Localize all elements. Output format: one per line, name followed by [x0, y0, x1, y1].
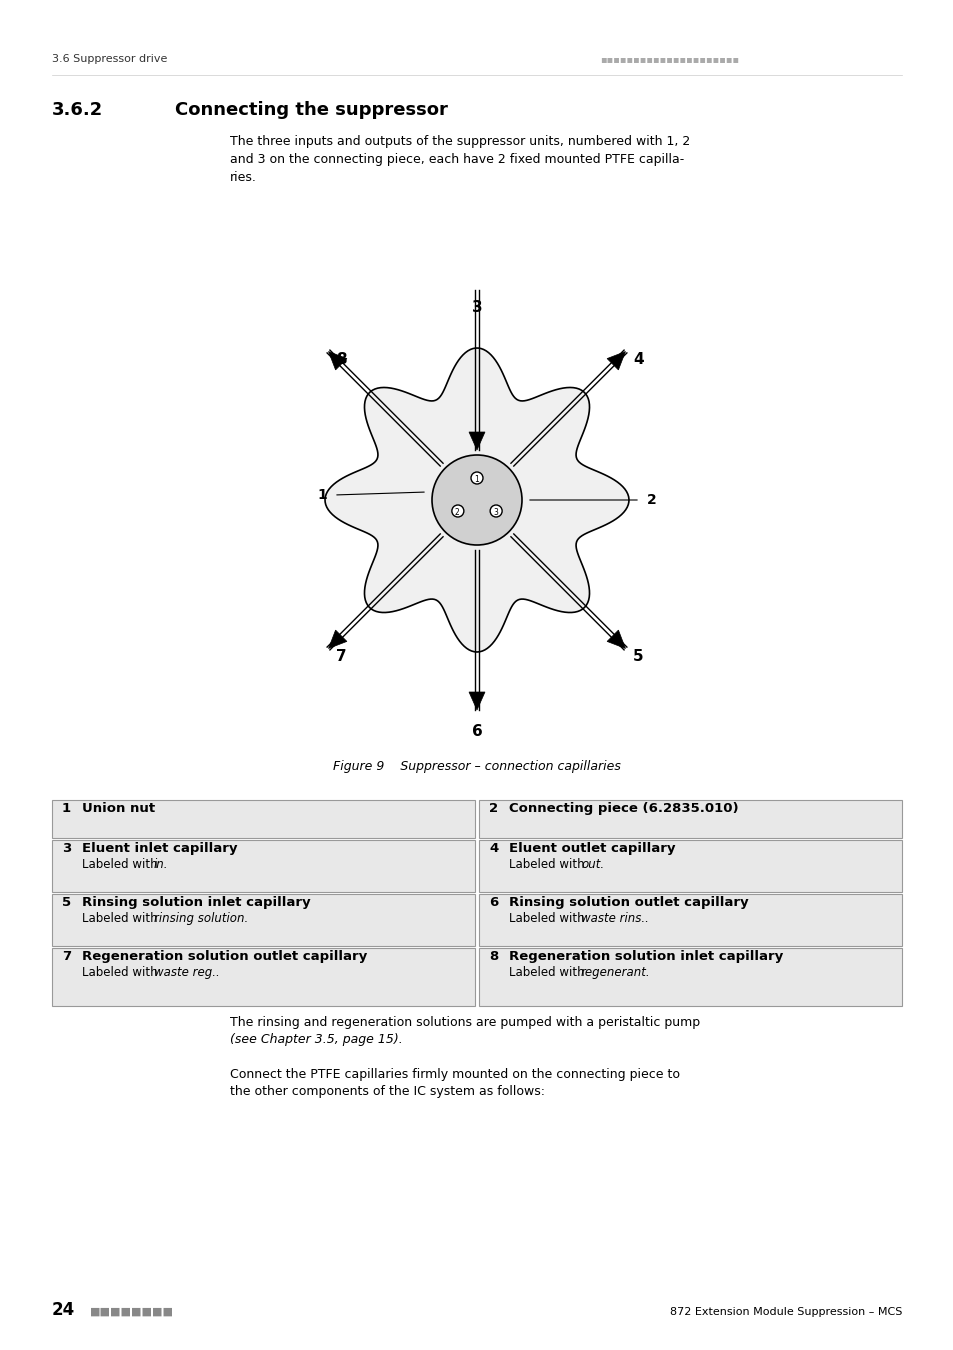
Text: 8: 8 [489, 950, 497, 963]
Text: 2: 2 [489, 802, 497, 815]
Polygon shape [325, 348, 628, 652]
Text: ▪▪▪▪▪▪▪▪▪▪▪▪▪▪▪▪▪▪▪▪▪: ▪▪▪▪▪▪▪▪▪▪▪▪▪▪▪▪▪▪▪▪▪ [599, 54, 739, 63]
Text: Rinsing solution inlet capillary: Rinsing solution inlet capillary [82, 896, 311, 909]
Text: (see Chapter 3.5, page 15).: (see Chapter 3.5, page 15). [230, 1033, 402, 1046]
Text: Eluent outlet capillary: Eluent outlet capillary [509, 842, 675, 855]
Text: 1: 1 [62, 802, 71, 815]
Text: The rinsing and regeneration solutions are pumped with a peristaltic pump: The rinsing and regeneration solutions a… [230, 1017, 700, 1029]
Text: Labeled with: Labeled with [82, 859, 161, 871]
Text: Regeneration solution outlet capillary: Regeneration solution outlet capillary [82, 950, 367, 963]
Text: 3.6 Suppressor drive: 3.6 Suppressor drive [52, 54, 167, 63]
Polygon shape [606, 630, 625, 648]
FancyBboxPatch shape [52, 801, 475, 838]
Text: 8: 8 [335, 352, 346, 367]
Text: out.: out. [580, 859, 603, 871]
Text: ries.: ries. [230, 171, 256, 184]
FancyBboxPatch shape [478, 801, 901, 838]
Text: waste rins..: waste rins.. [580, 913, 648, 925]
Text: 3.6.2: 3.6.2 [52, 101, 103, 119]
Text: Eluent inlet capillary: Eluent inlet capillary [82, 842, 237, 855]
Text: 4: 4 [632, 352, 643, 367]
Text: Labeled with: Labeled with [509, 967, 588, 979]
Text: 6: 6 [489, 896, 497, 909]
Text: rinsing solution.: rinsing solution. [153, 913, 248, 925]
Text: 7: 7 [335, 649, 346, 664]
Text: 872 Extension Module Suppression – MCS: 872 Extension Module Suppression – MCS [669, 1307, 901, 1318]
Text: in.: in. [153, 859, 169, 871]
FancyBboxPatch shape [52, 840, 475, 892]
Text: 2: 2 [455, 508, 459, 517]
Polygon shape [328, 630, 347, 648]
Polygon shape [469, 432, 484, 450]
FancyBboxPatch shape [478, 840, 901, 892]
Text: the other components of the IC system as follows:: the other components of the IC system as… [230, 1085, 544, 1098]
Text: 2: 2 [646, 493, 657, 508]
FancyBboxPatch shape [478, 948, 901, 1006]
Text: Labeled with: Labeled with [82, 913, 161, 925]
Text: 24: 24 [52, 1301, 75, 1319]
Text: regenerant.: regenerant. [580, 967, 650, 979]
Text: 6: 6 [471, 725, 482, 740]
Polygon shape [606, 351, 625, 370]
Circle shape [471, 472, 482, 485]
Text: Connecting the suppressor: Connecting the suppressor [174, 101, 447, 119]
FancyBboxPatch shape [478, 894, 901, 946]
Circle shape [432, 455, 521, 545]
FancyBboxPatch shape [52, 948, 475, 1006]
Text: 5: 5 [62, 896, 71, 909]
Text: 3: 3 [493, 508, 497, 517]
Text: waste reg..: waste reg.. [153, 967, 219, 979]
Polygon shape [469, 693, 484, 710]
Text: 1: 1 [474, 475, 478, 485]
Text: ■■■■■■■■: ■■■■■■■■ [90, 1307, 173, 1318]
Text: Union nut: Union nut [82, 802, 155, 815]
Text: 7: 7 [62, 950, 71, 963]
Text: 3: 3 [62, 842, 71, 855]
Text: Labeled with: Labeled with [509, 859, 588, 871]
Text: The three inputs and outputs of the suppressor units, numbered with 1, 2: The three inputs and outputs of the supp… [230, 135, 690, 148]
Text: 5: 5 [632, 649, 643, 664]
Circle shape [452, 505, 463, 517]
Text: Labeled with: Labeled with [82, 967, 161, 979]
Text: Labeled with: Labeled with [509, 913, 588, 925]
Text: 1: 1 [316, 487, 327, 502]
Text: Connecting piece (6.2835.010): Connecting piece (6.2835.010) [509, 802, 738, 815]
Text: Rinsing solution outlet capillary: Rinsing solution outlet capillary [509, 896, 748, 909]
Text: 4: 4 [489, 842, 497, 855]
Text: Regeneration solution inlet capillary: Regeneration solution inlet capillary [509, 950, 782, 963]
Text: Figure 9    Suppressor – connection capillaries: Figure 9 Suppressor – connection capilla… [333, 760, 620, 774]
Circle shape [490, 505, 501, 517]
Text: Connect the PTFE capillaries firmly mounted on the connecting piece to: Connect the PTFE capillaries firmly moun… [230, 1068, 679, 1081]
Text: and 3 on the connecting piece, each have 2 fixed mounted PTFE capilla-: and 3 on the connecting piece, each have… [230, 153, 683, 166]
Text: 3: 3 [471, 301, 482, 316]
FancyBboxPatch shape [52, 894, 475, 946]
Polygon shape [328, 351, 347, 370]
